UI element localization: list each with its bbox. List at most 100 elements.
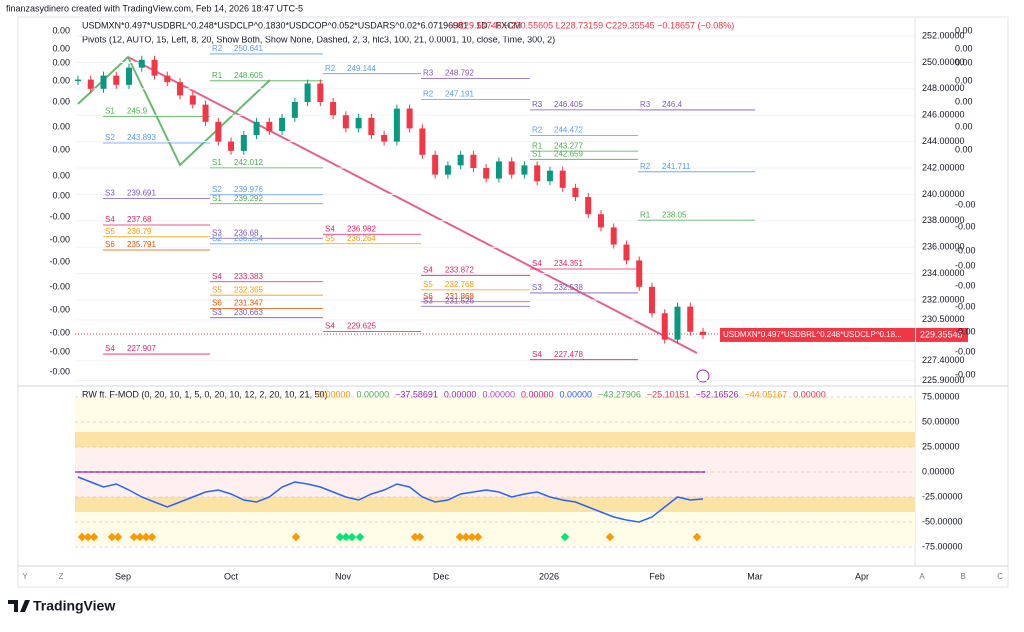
candle — [406, 108, 413, 129]
candle — [253, 121, 260, 136]
pivot-name: R2 — [640, 162, 651, 171]
y-tick-label: 234.00000 — [922, 268, 965, 278]
pivot-value: 244.472 — [554, 125, 583, 134]
y-tick-label: 0.00000 — [922, 466, 955, 476]
candle — [546, 170, 553, 182]
pivot-name: S1 — [105, 107, 115, 116]
pivot-value: 236.264 — [347, 234, 376, 243]
pivot-name: S5 — [325, 234, 335, 243]
candle — [381, 135, 388, 142]
pivot-value: 246.405 — [554, 100, 583, 109]
left-scale-label: -0.00 — [49, 366, 70, 376]
candle — [457, 154, 464, 166]
pivot-name: S5 — [423, 280, 433, 289]
pivot-value: 245.9 — [127, 107, 148, 116]
candle — [508, 161, 515, 175]
pivot-value: 248.605 — [234, 71, 263, 80]
x-tick-label: Feb — [649, 571, 665, 581]
range-button[interactable]: C — [997, 572, 1003, 581]
pivot-value: 247.191 — [445, 90, 474, 99]
candle — [279, 117, 286, 132]
x-tick-label: 2026 — [539, 571, 559, 581]
pivot-value: 235.791 — [127, 240, 156, 249]
band — [75, 432, 915, 447]
pivot-value: 236.982 — [347, 224, 376, 233]
pivot-name: S6 — [212, 299, 222, 308]
indicator-readout: 0.00000 — [793, 389, 826, 399]
left-scale-label: -0.00 — [49, 256, 70, 266]
range-button[interactable]: Y — [22, 572, 28, 581]
pivot-value: 232.768 — [445, 280, 474, 289]
candle — [317, 83, 324, 103]
pivot-name: S3 — [105, 189, 115, 198]
range-button[interactable]: B — [960, 572, 965, 581]
pivot-value: 248.792 — [445, 68, 474, 77]
right-scale-label: 0.00 — [955, 75, 973, 85]
signal-diamond — [473, 532, 483, 542]
pivot-value: 227.907 — [127, 344, 156, 353]
candle — [202, 104, 209, 122]
candle — [355, 117, 362, 129]
pivot-name: S4 — [532, 350, 542, 359]
right-scale-label: -0.00 — [955, 346, 976, 356]
pivot-name: R2 — [423, 90, 434, 99]
legend-ohlc: O229.54748 H230.55605 L228.73159 C229.35… — [452, 20, 734, 30]
y-tick-label: -25.00000 — [922, 491, 963, 501]
candle — [623, 244, 630, 261]
signal-diamond — [347, 532, 357, 542]
indicator-readout: −25.10151 — [647, 389, 690, 399]
y-tick-label: 244.00000 — [922, 136, 965, 146]
right-scale-label: -0.00 — [955, 260, 976, 270]
y-tick-label: 25.00000 — [922, 441, 960, 451]
candle — [610, 227, 617, 245]
right-scale-label: 0.00 — [955, 121, 973, 131]
pivot-value: 243.277 — [554, 141, 583, 150]
indicator-readout: 0.00000 — [357, 389, 390, 399]
x-tick-label: Dec — [433, 571, 450, 581]
legend-symbol: USDMXN*0.497*USDBRL^0.248*USDCLP^0.1830*… — [82, 20, 521, 30]
band — [75, 398, 915, 432]
signal-diamond — [355, 532, 365, 542]
range-button[interactable]: A — [919, 572, 925, 581]
left-scale-label: -0.00 — [49, 346, 70, 356]
candle — [266, 121, 273, 132]
candle — [100, 75, 107, 89]
pivot-value: 227.478 — [554, 350, 583, 359]
indicator-readout: −52.16526 — [696, 389, 739, 399]
pivot-value: 236.254 — [234, 234, 263, 243]
candle — [661, 313, 668, 340]
y-tick-label: 246.00000 — [922, 110, 965, 120]
right-scale-label: 0.00 — [955, 25, 973, 35]
pivot-value: 231.526 — [445, 296, 474, 305]
signal-diamond — [467, 532, 477, 542]
y-tick-label: 252.00000 — [922, 30, 965, 40]
pivot-name: R2 — [532, 125, 543, 134]
candle — [342, 115, 349, 129]
signal-diamond — [461, 532, 471, 542]
range-button[interactable]: Z — [59, 572, 64, 581]
pivot-name: R1 — [212, 71, 223, 80]
y-tick-label: -75.00000 — [922, 541, 963, 551]
pivot-name: R1 — [640, 210, 651, 219]
candle — [177, 82, 184, 96]
pivot-name: S4 — [325, 321, 335, 330]
x-tick-label: Apr — [855, 571, 869, 581]
indicator-readout: 0.00000 — [521, 389, 554, 399]
candle — [330, 102, 337, 116]
signal-diamond — [341, 532, 351, 542]
pivot-name: S6 — [423, 292, 433, 301]
pivot-value: 232.365 — [234, 285, 263, 294]
left-scale-label: -0.00 — [49, 281, 70, 291]
signal-diamond — [410, 532, 420, 542]
y-tick-label: 248.00000 — [922, 83, 965, 93]
price-tag — [916, 327, 968, 342]
indicator-title: RW ft. F-MOD (0, 20, 10, 1, 5, 0, 20, 10… — [82, 389, 327, 399]
signal-diamond — [692, 532, 702, 542]
legend-pivots: Pivots (12, AUTO, 15, Left, 8, 20, Show … — [82, 34, 555, 44]
left-scale-label: -0.00 — [49, 304, 70, 314]
pivot-name: S3 — [212, 308, 222, 317]
candle — [687, 306, 694, 332]
pivot-name: S2 — [105, 133, 115, 142]
pivot-name: S3 — [532, 283, 542, 292]
x-tick-label: Sep — [115, 571, 131, 581]
